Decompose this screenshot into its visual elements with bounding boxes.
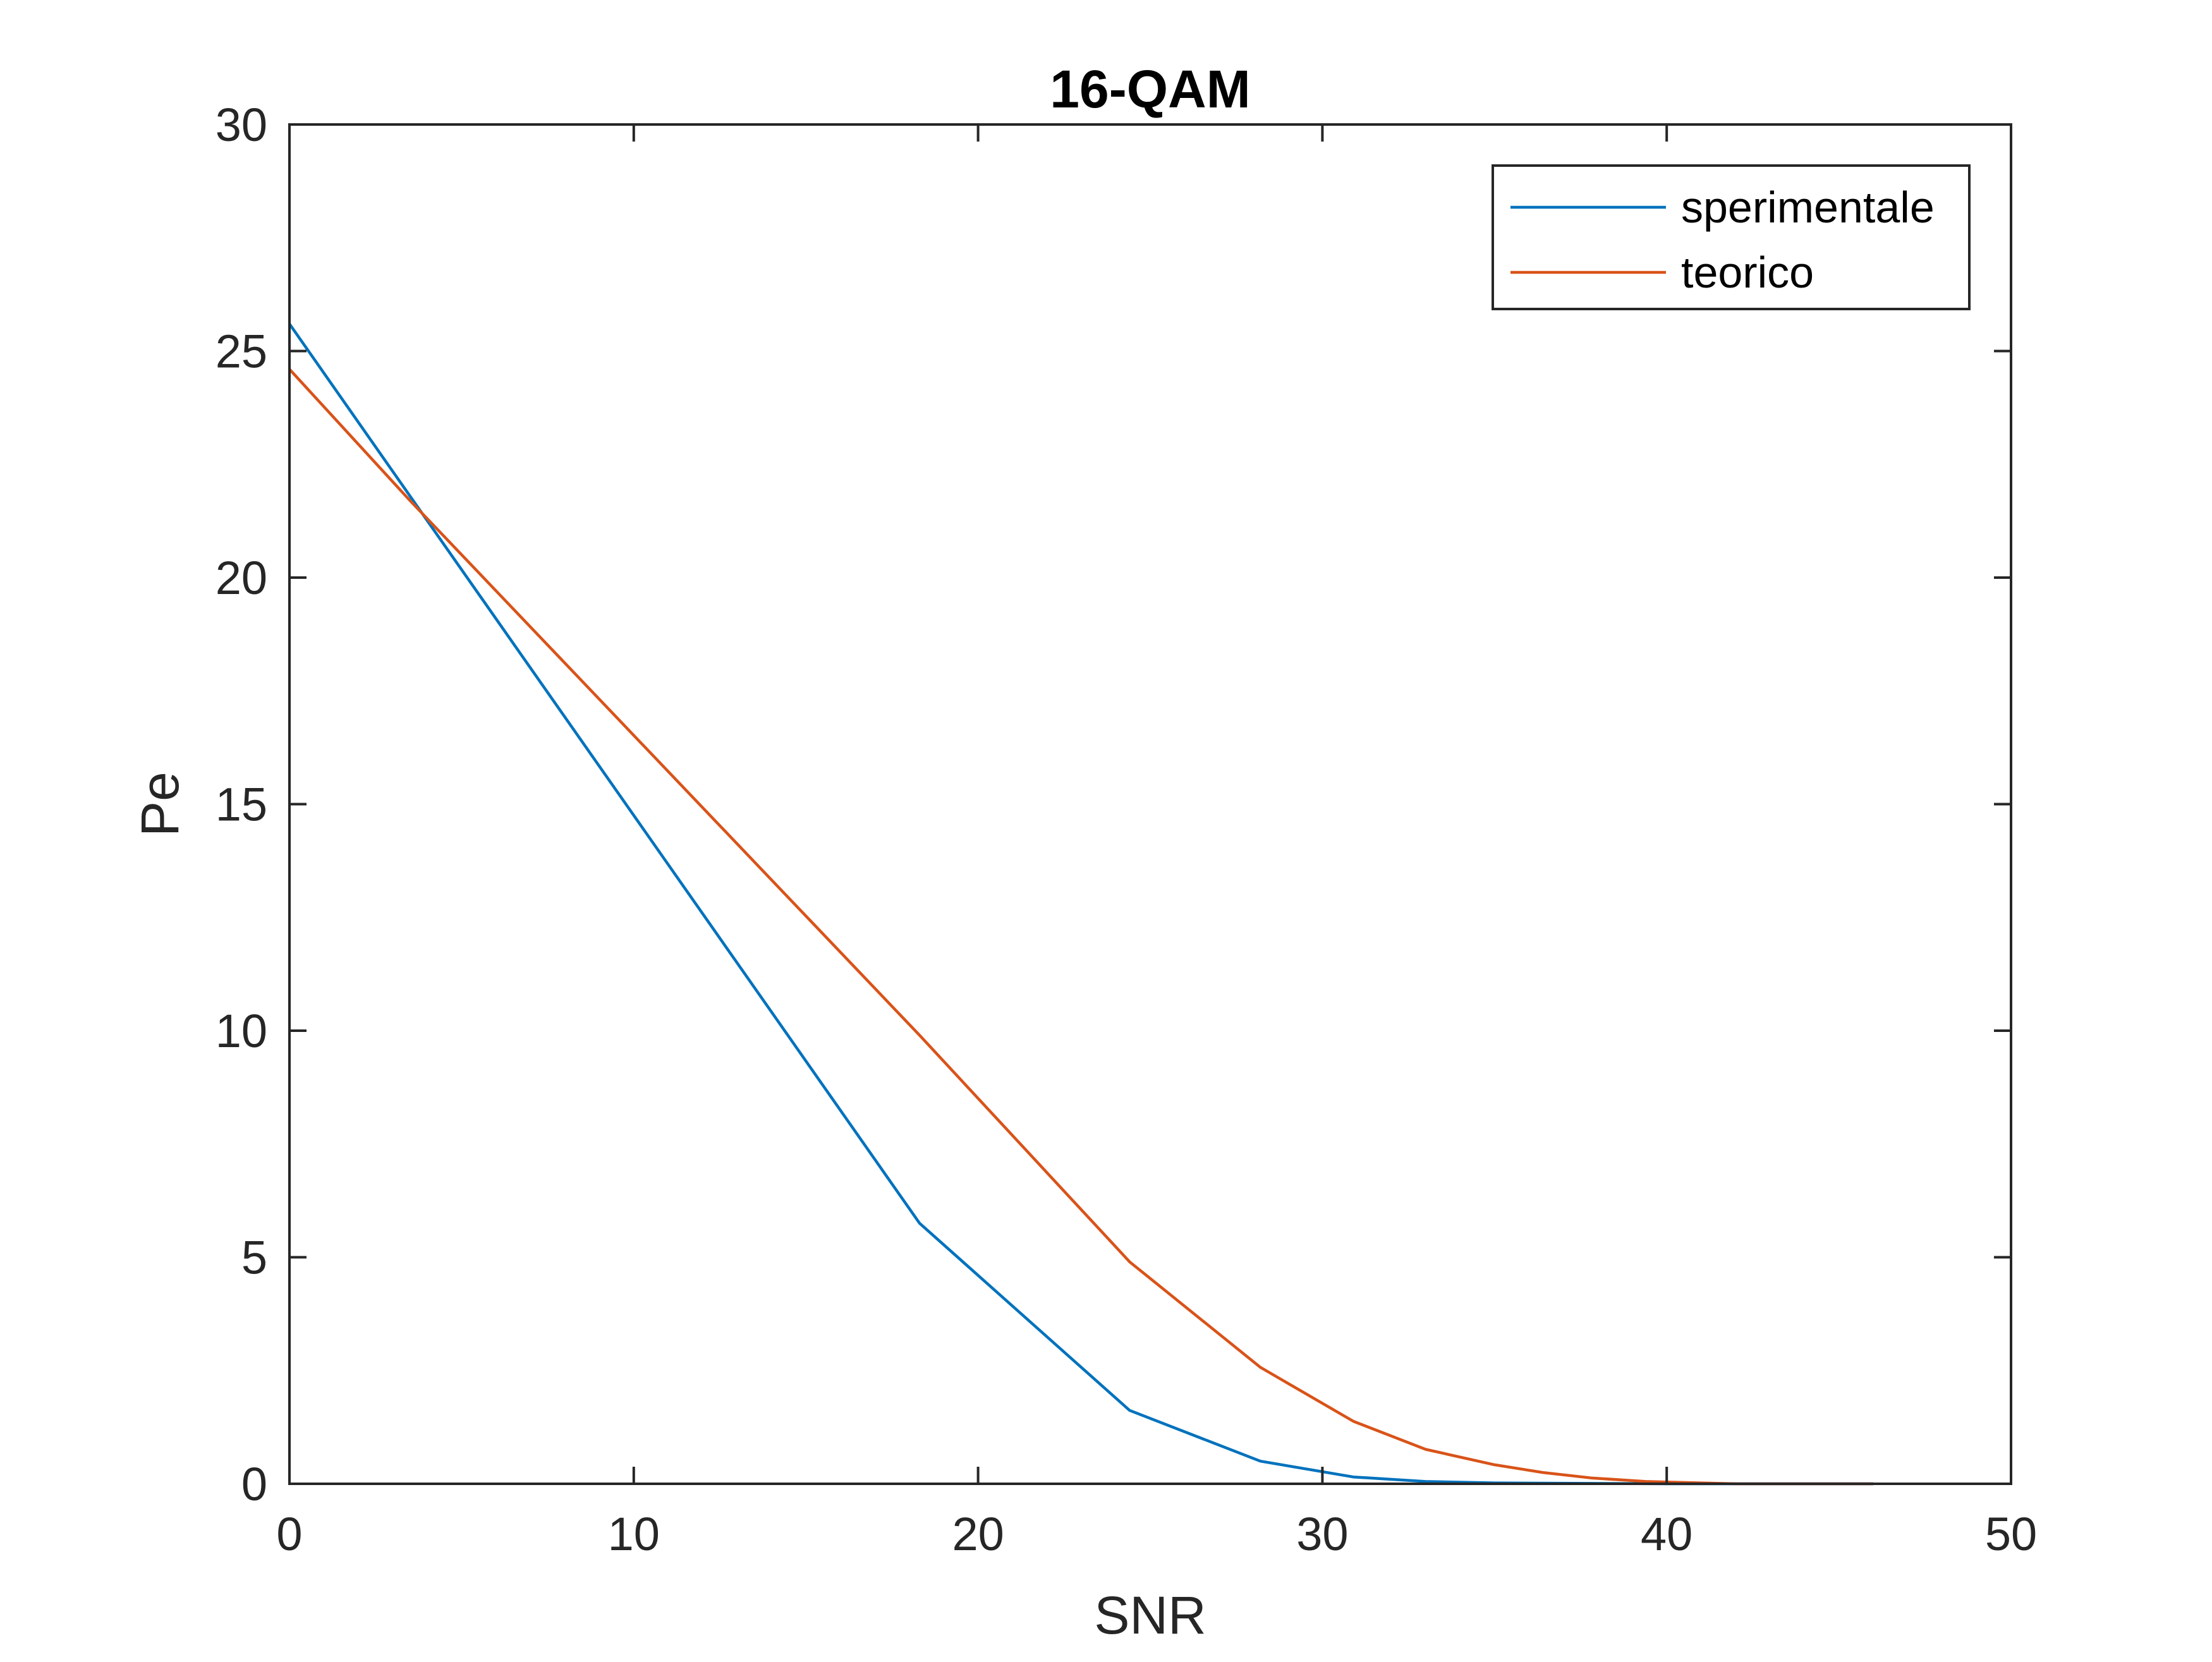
- x-axis-label: SNR: [1094, 1586, 1206, 1645]
- y-tick-label: 0: [241, 1458, 267, 1510]
- series-line-teorico: [288, 368, 1874, 1486]
- y-axis-label: Pe: [130, 772, 190, 837]
- x-tick-label: 30: [1296, 1508, 1348, 1560]
- x-tick-label: 20: [952, 1508, 1004, 1560]
- axes: 0 10 20 30 40 50 0 5 10 15 20 25 30: [216, 99, 2037, 1560]
- legend: sperimentale teorico: [1492, 164, 1971, 310]
- legend-label-teorico: teorico: [1681, 248, 1814, 297]
- series-line-sperimentale: [288, 323, 1874, 1486]
- y-tick-label: 25: [216, 325, 267, 378]
- x-tick-label: 0: [276, 1508, 302, 1560]
- y-tick-label: 15: [216, 779, 267, 831]
- y-tick-label: 20: [216, 552, 267, 604]
- y-tick-label: 5: [241, 1232, 267, 1284]
- series-layer: [288, 323, 1874, 1486]
- legend-box: [1492, 164, 1971, 310]
- y-tick-label: 10: [216, 1005, 267, 1057]
- y-tick-label: 30: [216, 99, 267, 151]
- x-tick-label: 50: [1985, 1508, 2037, 1560]
- x-tick-label: 10: [608, 1508, 660, 1560]
- x-tick-label: 40: [1641, 1508, 1692, 1560]
- chart-title: 16-QAM: [1050, 59, 1250, 119]
- legend-label-sperimentale: sperimentale: [1681, 183, 1935, 232]
